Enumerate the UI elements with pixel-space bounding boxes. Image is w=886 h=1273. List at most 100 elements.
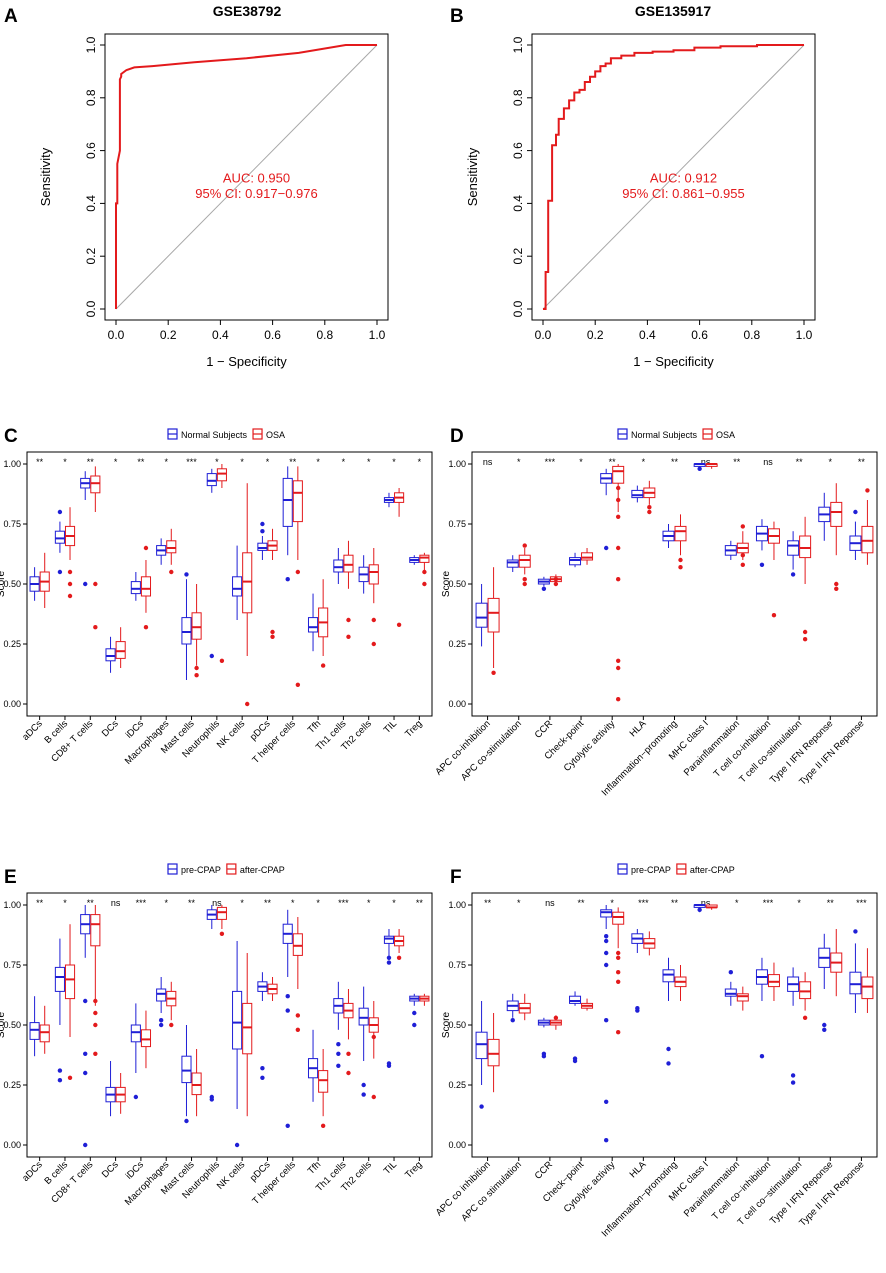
y-tick-label: 0.75 (448, 960, 466, 970)
box-iqr (257, 542, 268, 551)
legend: Normal Subjects OSA (617, 428, 735, 440)
box-iqr (232, 990, 243, 1050)
x-tick-label: 0.2 (587, 328, 604, 342)
box-outlier-point (285, 1123, 290, 1129)
significance-label: * (215, 457, 219, 467)
box-outlier-point (412, 1022, 417, 1028)
box-outlier-point (615, 665, 621, 671)
auc-label: AUC: 0.912 (650, 170, 717, 185)
significance-label: ** (578, 898, 586, 908)
x-tick-label: TIL (382, 1159, 399, 1176)
box-iqr (292, 933, 303, 956)
chart-title: GSE135917 (635, 3, 711, 19)
x-tick-label: Parainflammation (682, 718, 742, 778)
x-tick-label: APC co-inhibition (433, 718, 492, 777)
x-tick-label: NK cells (215, 1159, 248, 1192)
significance-label: ns (701, 898, 711, 908)
x-tick-label: iDCs (124, 1159, 147, 1182)
box-outlier-point (371, 641, 376, 647)
box-outlier-point (615, 970, 621, 975)
x-tick-label: 0.0 (108, 328, 125, 342)
y-tick-label: 0.00 (3, 1140, 21, 1150)
box-outlier-point (260, 1075, 265, 1081)
box-outlier-point (790, 1080, 796, 1085)
significance-label: ** (827, 898, 835, 908)
box-outlier-point (771, 613, 777, 618)
y-tick-label: 1.00 (3, 900, 21, 910)
box-iqr (140, 576, 152, 597)
box-outlier-point (647, 505, 652, 510)
boxplot-panel-c: C Normal Subjects OSA 0.00 0.25 0.50 0.75 1.00 S… (0, 426, 433, 767)
box-outlier-point (285, 577, 290, 582)
boxplot-panel-d: D Normal Subjects OSA 0.00 0.25 0.50 0.75 1.00 S… (433, 426, 878, 798)
y-axis-label: Sensitivity (38, 147, 53, 206)
x-tick-label: 0.6 (264, 328, 281, 342)
significance-label: * (367, 898, 371, 908)
significance-label: ** (289, 457, 297, 467)
significance-label: * (367, 457, 371, 467)
box-outlier-point (57, 509, 63, 515)
y-tick-label: 1.00 (3, 459, 21, 469)
box-outlier-point (553, 577, 559, 582)
significance-label: * (392, 457, 396, 467)
box-iqr (181, 617, 192, 645)
significance-label: * (63, 457, 67, 467)
box-outlier-point (603, 934, 609, 939)
x-tick-label: Tfh (306, 1159, 323, 1176)
box-outlier-point (57, 569, 63, 575)
box-outlier-point (361, 1082, 366, 1088)
panel-letter: D (450, 426, 464, 447)
significance-label: ** (858, 457, 866, 467)
significance-label: ** (733, 457, 741, 467)
x-tick-label: NK cells (215, 718, 248, 751)
y-tick-label: 0.25 (448, 1080, 466, 1090)
significance-label: * (164, 898, 168, 908)
significance-label: *** (136, 898, 147, 908)
y-tick-label: 0.50 (3, 1020, 21, 1030)
box-outlier-point (336, 1063, 341, 1069)
significance-label: ** (671, 457, 679, 467)
box-outlier-point (678, 565, 683, 570)
box-outlier-point (219, 931, 225, 936)
box-outlier-point (346, 617, 351, 623)
box-outlier-point (666, 1061, 671, 1066)
box-outlier-point (635, 1008, 640, 1013)
box-outlier-point (270, 634, 275, 639)
y-tick-label: 0.75 (448, 519, 466, 529)
box-outlier-point (422, 569, 427, 575)
x-tick-label: HLA (628, 718, 649, 739)
significance-label: * (114, 457, 118, 467)
x-tick-label: aDCs (20, 1159, 45, 1184)
box-outlier-point (93, 1010, 98, 1016)
box-outlier-point (615, 577, 621, 582)
box-iqr (307, 617, 319, 633)
roc-panel-b: B GSE135917 0.0 0.2 0.4 0.6 0.8 1.0 0.0 0.2 0.4 0.6… (450, 3, 816, 369)
significance-label: * (829, 457, 833, 467)
box-outlier-point (93, 581, 98, 587)
box-iqr (724, 988, 737, 997)
ci-label: 95% CI: 0.917−0.976 (195, 186, 318, 201)
ci-label: 95% CI: 0.861−0.955 (622, 186, 745, 201)
significance-label: *** (186, 457, 197, 467)
y-tick-label: 1.0 (511, 36, 525, 53)
box-iqr (64, 964, 76, 1000)
box-outlier-point (615, 497, 621, 503)
significance-label: * (735, 898, 739, 908)
x-tick-label: Tfh (306, 718, 323, 735)
box-outlier-point (647, 509, 652, 515)
box-outlier-point (386, 955, 392, 960)
legend-label-series-1: Normal Subjects (181, 430, 248, 440)
box-outlier-point (603, 950, 609, 956)
x-tick-label: APC co stimulation (459, 1159, 524, 1224)
legend-label-series-1: pre-CPAP (631, 865, 671, 875)
box-outlier-point (790, 1073, 796, 1078)
x-tick-label: APC co inhibition (434, 1159, 493, 1218)
box-outlier-point (740, 524, 746, 529)
x-tick-label: 0.2 (160, 328, 177, 342)
box-outlier-point (510, 1018, 515, 1023)
significance-label: * (240, 457, 244, 467)
significance-label: ** (188, 898, 196, 908)
significance-label: * (342, 457, 346, 467)
